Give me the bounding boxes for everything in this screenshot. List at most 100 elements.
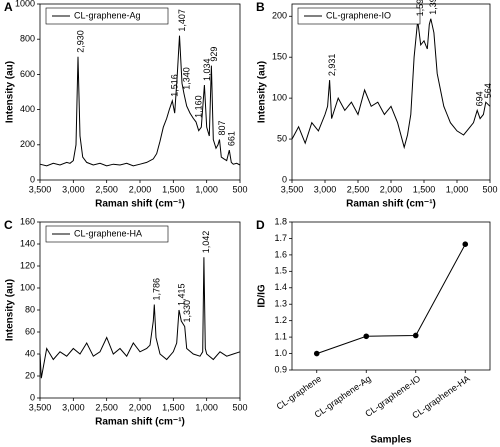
legend-label: CL-graphene-IO [326,10,391,20]
y-tick-label: 20 [25,370,35,380]
x-tick-label: 1,000 [446,184,469,194]
ratio-point [462,241,469,247]
y-axis-label: ID/IG [257,284,268,308]
y-tick-label: 1.8 [274,216,287,226]
y-tick-label: 1.7 [274,233,287,243]
y-tick-label: 0 [30,174,35,184]
y-tick-label: 1000 [15,0,35,8]
y-tick-label: 0 [30,392,35,402]
peak-label: 1,340 [181,67,191,90]
y-tick-label: 400 [20,104,35,114]
peak-label: 1,034 [202,58,212,81]
legend-box [297,7,421,25]
peak-label: 1,330 [182,300,192,323]
peak-label: 661 [227,131,237,146]
x-tick-label: 2,500 [347,184,370,194]
panel-letter: A [4,0,13,14]
ratio-line [316,243,466,355]
x-tick-label: 2,500 [95,402,118,412]
y-tick-label: 1.4 [274,282,287,292]
legend-label: CL-graphene-HA [74,228,142,238]
x-tick-label: 1,000 [195,402,218,412]
peak-label: 2,931 [327,54,337,77]
x-axis-label: Samples [370,435,412,446]
y-axis-label: Intensity (au) [257,61,268,123]
x-tick-label: 2,000 [380,184,403,194]
ratio-point [363,333,370,340]
y-tick-label: 200 [272,11,287,21]
panel-letter: D [256,218,265,232]
y-tick-label: 1.2 [274,315,287,325]
peak-label: 1,397 [428,0,438,15]
peak-label: 694 [475,91,485,106]
peak-label: 1,160 [193,95,203,118]
x-tick-label: 2,000 [129,402,152,412]
peak-label: 807 [217,120,227,135]
y-tick-label: 140 [20,238,35,248]
legend-box [45,7,169,25]
x-tick-label: 1,500 [413,184,436,194]
x-tick-label: 3,500 [29,184,52,194]
y-tick-label: 160 [20,216,35,226]
peak-label: 929 [209,47,219,62]
x-tick-label: 500 [232,184,247,194]
y-tick-label: 150 [272,52,287,62]
y-tick-label: 1.1 [274,331,287,341]
peak-label: 2,930 [75,30,85,53]
y-axis-label: Intensity (au) [5,61,16,123]
x-tick-label: 3,000 [62,402,85,412]
y-tick-label: 1.0 [274,348,287,358]
x-axis-label: Raman shift (cm⁻¹) [95,199,185,210]
x-tick-label: 2,500 [95,184,118,194]
legend-box [45,225,169,243]
plot-frame [291,3,491,181]
peak-label: 1,786 [152,278,162,301]
x-tick-label: 3,000 [314,184,337,194]
y-tick-label: 100 [20,282,35,292]
x-tick-label: 2,000 [129,184,152,194]
y-axis-label: Intensity (au) [5,279,16,341]
y-tick-label: 100 [272,93,287,103]
x-tick-label: 1,500 [162,184,185,194]
panel-letter: B [256,0,265,14]
peak-label: 1,516 [170,74,180,97]
x-tick-label: CL-graphene [274,373,323,411]
x-tick-label: 3,500 [281,184,304,194]
x-tick-label: 1,000 [195,184,218,194]
plot-frame [39,3,241,181]
ratio-point [313,350,320,357]
y-tick-label: 60 [25,326,35,336]
spectrum-line [39,257,241,379]
peak-label: 1,415 [176,283,186,306]
x-tick-label: 3,000 [62,184,85,194]
panel-letter: C [4,218,13,232]
peak-label: 1,596 [415,0,425,16]
y-tick-label: 50 [277,133,287,143]
x-tick-label: 500 [232,402,247,412]
y-tick-label: 1.6 [274,249,287,259]
ratio-point [412,332,419,339]
y-tick-label: 600 [20,69,35,79]
y-tick-label: 1.5 [274,266,287,276]
peak-label: 1,042 [201,231,211,254]
y-tick-label: 0 [282,174,287,184]
x-axis-label: Raman shift (cm⁻¹) [95,417,185,428]
x-tick-label: 3,500 [29,402,52,412]
spectrum-line [291,18,491,150]
x-tick-label: 1,500 [162,402,185,412]
y-tick-label: 0.9 [274,364,287,374]
y-tick-label: 40 [25,348,35,358]
x-axis-label: Raman shift (cm⁻¹) [346,199,436,210]
x-tick-label: 500 [482,184,497,194]
spectrum-line [39,35,241,167]
y-tick-label: 200 [20,139,35,149]
y-tick-label: 80 [25,304,35,314]
y-tick-label: 800 [20,34,35,44]
legend-label: CL-graphene-Ag [74,10,141,20]
y-tick-label: 120 [20,260,35,270]
peak-label: 1,407 [177,9,187,32]
peak-label: 564 [483,83,493,98]
y-tick-label: 1.3 [274,299,287,309]
plot-frame [291,221,491,371]
